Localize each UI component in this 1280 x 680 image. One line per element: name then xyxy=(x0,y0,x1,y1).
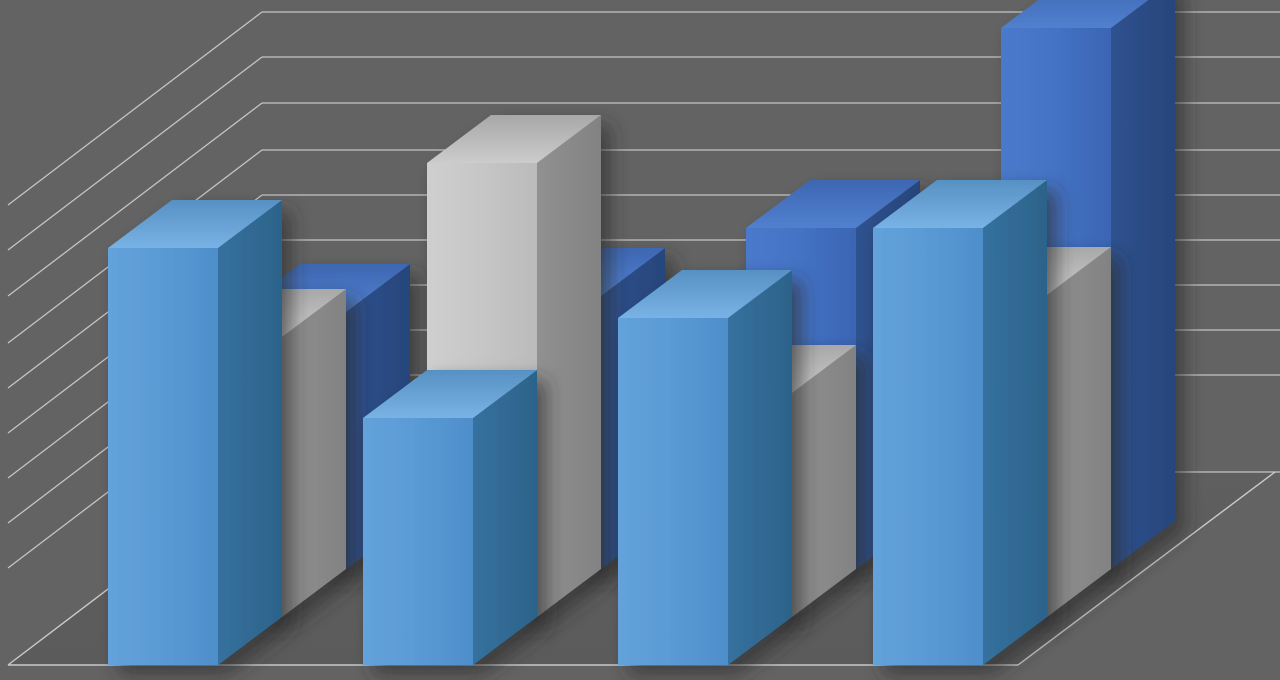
bar-column[interactable] xyxy=(363,370,537,665)
bar-side-face xyxy=(1047,247,1111,617)
bar-column[interactable] xyxy=(873,180,1047,665)
bar-column[interactable] xyxy=(108,200,282,665)
gridline-diagonal-0 xyxy=(7,11,263,206)
bar-top-face xyxy=(108,200,282,248)
bar-front-face xyxy=(108,248,218,665)
bar-top-face xyxy=(427,115,601,163)
bar-columns-group xyxy=(108,0,1175,665)
bar-side-face xyxy=(1111,0,1175,569)
bar-front-face xyxy=(618,318,728,665)
bar-side-face xyxy=(983,180,1047,665)
bar-series-front-row xyxy=(108,180,1047,665)
floor-right-edge xyxy=(1017,471,1276,666)
bar-top-face xyxy=(618,270,792,318)
bar-front-face xyxy=(363,418,473,665)
bar-top-face xyxy=(1001,0,1149,28)
bar-top-face xyxy=(746,180,920,228)
bar-side-face xyxy=(473,370,537,665)
bar-column[interactable] xyxy=(618,270,792,665)
bar-side-face xyxy=(792,345,856,617)
bar-front-face xyxy=(873,228,983,665)
bar-side-face xyxy=(218,200,282,665)
bar-top-face xyxy=(363,370,537,418)
gridline-diagonal-1 xyxy=(7,56,263,251)
bar-side-face xyxy=(282,289,346,617)
bar-side-face xyxy=(537,115,601,617)
bar-side-face xyxy=(728,270,792,665)
bar-top-face xyxy=(873,180,1047,228)
gridline-diagonal-2 xyxy=(7,102,263,297)
